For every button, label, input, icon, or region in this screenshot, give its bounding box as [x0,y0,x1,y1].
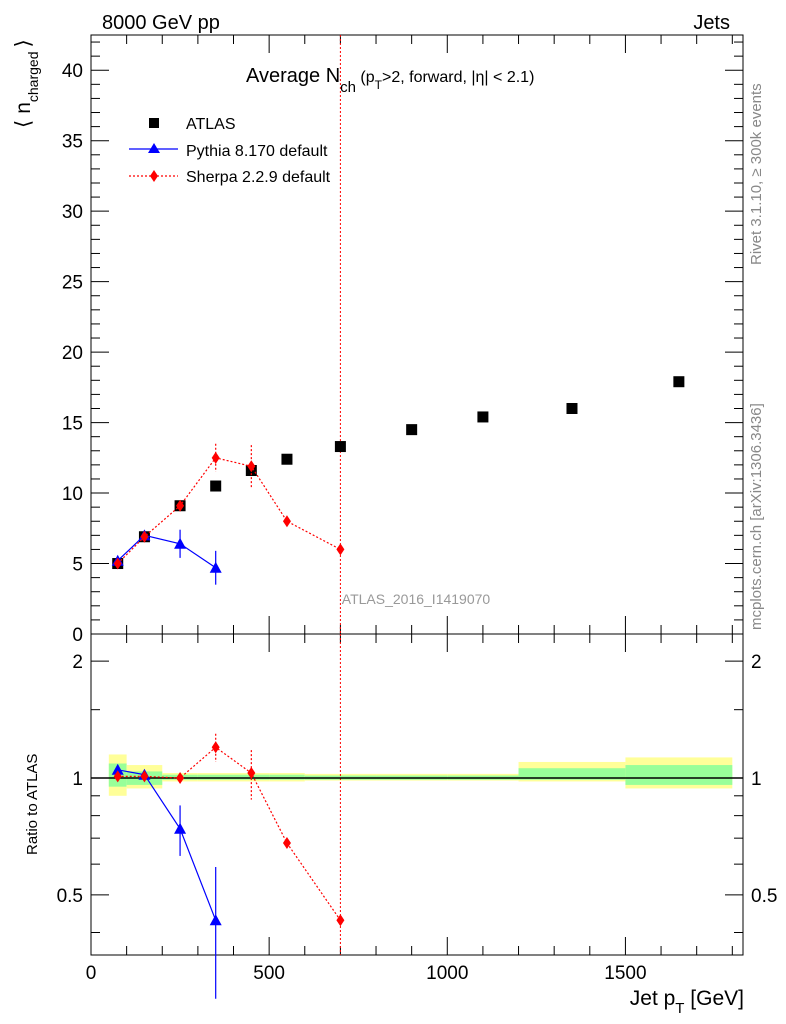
legend-sherpa-marker [150,170,158,182]
ratio-y-tick-label: 0.5 [57,886,83,907]
main-y-tick-label: 0 [72,625,83,646]
pythia-line [117,534,217,569]
main-y-tick-label: 10 [62,484,83,505]
atlas-point [477,411,489,423]
ratio-sherpa-point [140,770,149,783]
pythia-point [209,561,222,573]
ratio-y-label: Ratio to ATLAS [24,754,41,855]
ratio-y-tick-label: 1 [72,769,83,790]
legend-pythia-marker [148,143,160,153]
ratio-frame [90,633,744,956]
ratio-bands [108,754,733,796]
main-title: Average Nch (pT>2, forward, |η| < 2.1) [246,65,534,96]
atlas-point [673,376,685,388]
main-y-tick-label: 25 [62,273,83,294]
ratio-sherpa-point [336,914,345,927]
main-y-tick-label: 5 [72,555,83,576]
atlas-point [334,441,346,453]
ratio-band-green [269,774,305,780]
ratio-band-green [625,765,733,785]
ratio-sherpa-point [176,772,185,785]
sherpa-point [211,451,220,464]
ratio-sherpa-point [282,837,291,850]
ratio-y-tick-label-right: 2 [751,652,762,673]
ratio-x-tick-label: 1500 [604,963,646,984]
ratio-x-tick-label: 0 [86,963,97,984]
ratio-band-green [518,768,626,780]
atlas-point [281,453,293,465]
legend-atlas: ATLAS [149,116,236,133]
ratio-sherpa-point [247,767,256,780]
sherpa-point [247,460,256,473]
main-y-ticks: 0 5 10 15 20 25 30 35 40 [62,41,743,646]
ratio-pythia-point [174,822,187,834]
pythia-point [174,537,187,549]
main-watermark: ATLAS_2016_I1419070 [342,591,491,607]
main-x-ticks [90,35,733,634]
sherpa-point [336,543,345,556]
legend-atlas-label: ATLAS [186,116,236,133]
side-rivet-text: Rivet 3.1.10, ≥ 300k events [748,83,765,265]
legend-atlas-marker [149,118,159,128]
ratio-band-green [197,774,234,780]
main-panel: 0 5 10 15 20 25 30 35 40 ATLAS_2016_I1419070 Ave… [12,34,744,646]
legend: ATLAS Pythia 8.170 default Sherpa 2.2.9 … [129,116,331,186]
ratio-pythia-line [117,769,217,921]
main-y-label: ⟨ncharged⟩ [12,39,41,128]
atlas-point [210,480,222,492]
main-content [111,35,685,634]
main-y-tick-label: 40 [62,61,83,82]
ratio-y-tick-label-right: 1 [751,769,762,790]
ratio-x-tick-label: 1000 [426,963,468,984]
sherpa-point [282,515,291,528]
ratio-panel: 0.5 0.5 1 1 2 2 0 500 1000 1500 Ratio to ATLAS J… [24,633,777,1017]
legend-pythia-label: Pythia 8.170 default [186,143,328,160]
ratio-x-ticks: 0 500 1000 1500 [86,634,733,984]
header-jets: Jets [693,12,730,34]
atlas-point [566,402,578,414]
x-axis-label: Jet pT [GeV] [630,987,744,1017]
main-y-tick-label: 20 [62,343,83,364]
ratio-y-ticks: 0.5 0.5 1 1 2 2 [57,652,777,933]
sherpa-point [176,499,185,512]
main-y-tick-label: 15 [62,414,83,435]
ratio-pythia-point [111,763,124,775]
ratio-sherpa-point [211,741,220,754]
main-y-tick-label: 35 [62,132,83,153]
atlas-point [406,424,418,436]
header-energy: 8000 GeV pp [102,12,220,34]
legend-sherpa: Sherpa 2.2.9 default [129,169,331,186]
ratio-y-tick-label: 2 [72,652,83,673]
ratio-y-tick-label-right: 0.5 [751,886,777,907]
ratio-pythia-point [209,914,222,926]
main-y-tick-label: 30 [62,202,83,223]
side-mcplots-text: mcplots.cern.ch [arXiv:1306.3436] [748,403,765,630]
sherpa-point [140,530,149,543]
legend-pythia: Pythia 8.170 default [129,143,328,160]
ratio-x-tick-label: 500 [253,963,285,984]
sherpa-point [113,557,122,570]
ratio-sherpa-point [113,770,122,783]
legend-sherpa-label: Sherpa 2.2.9 default [186,169,331,186]
sherpa-line [117,457,341,564]
ratio-content [91,634,743,999]
